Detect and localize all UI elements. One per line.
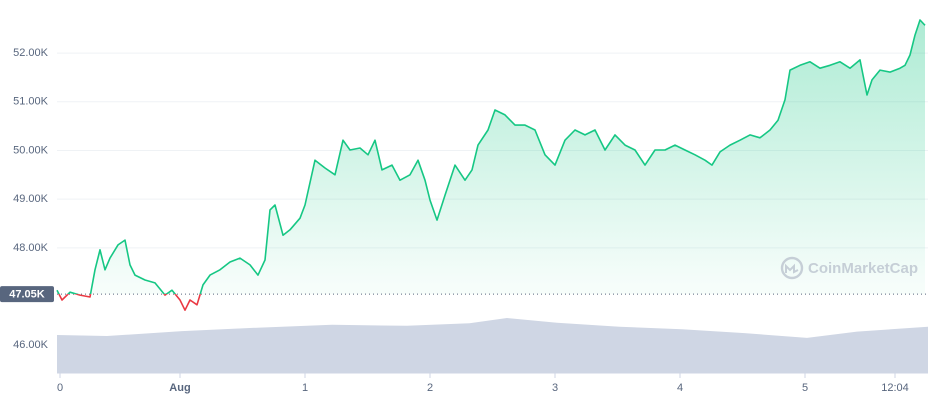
watermark: CoinMarketCap [780,256,918,280]
volume-area [57,318,928,373]
x-tick-label: 2 [427,382,433,394]
x-tick-label: 12:04 [881,382,909,394]
y-tick-label: 50.00K [13,144,49,156]
y-tick-label: 51.00K [13,96,49,108]
price-line-up [56,19,926,295]
watermark-logo [780,256,804,280]
y-tick-label: 48.00K [13,242,49,254]
reference-label-box [0,286,54,303]
y-tick-label: 46.00K [13,339,49,351]
axes: 46.00K 48.00K 49.00K 50.00K 51.00K 52.00K 0 Aug… [0,47,928,394]
x-tick-label: 3 [552,382,558,394]
plot-area [56,19,928,373]
y-tick-label: 52.00K [13,47,49,59]
x-tick-label: 0 [57,382,63,394]
x-tick-label: 4 [677,382,683,394]
watermark-text: CoinMarketCap [808,260,918,277]
x-tick-label: 5 [802,382,808,394]
x-tick-label: Aug [169,382,190,394]
watermark-logo-mark [785,263,799,274]
price-area [57,20,925,295]
price-line-down [58,294,202,311]
x-tick-label: 1 [302,382,308,394]
reference-label: 47.05K [9,289,45,301]
y-tick-label: 49.00K [13,193,49,205]
